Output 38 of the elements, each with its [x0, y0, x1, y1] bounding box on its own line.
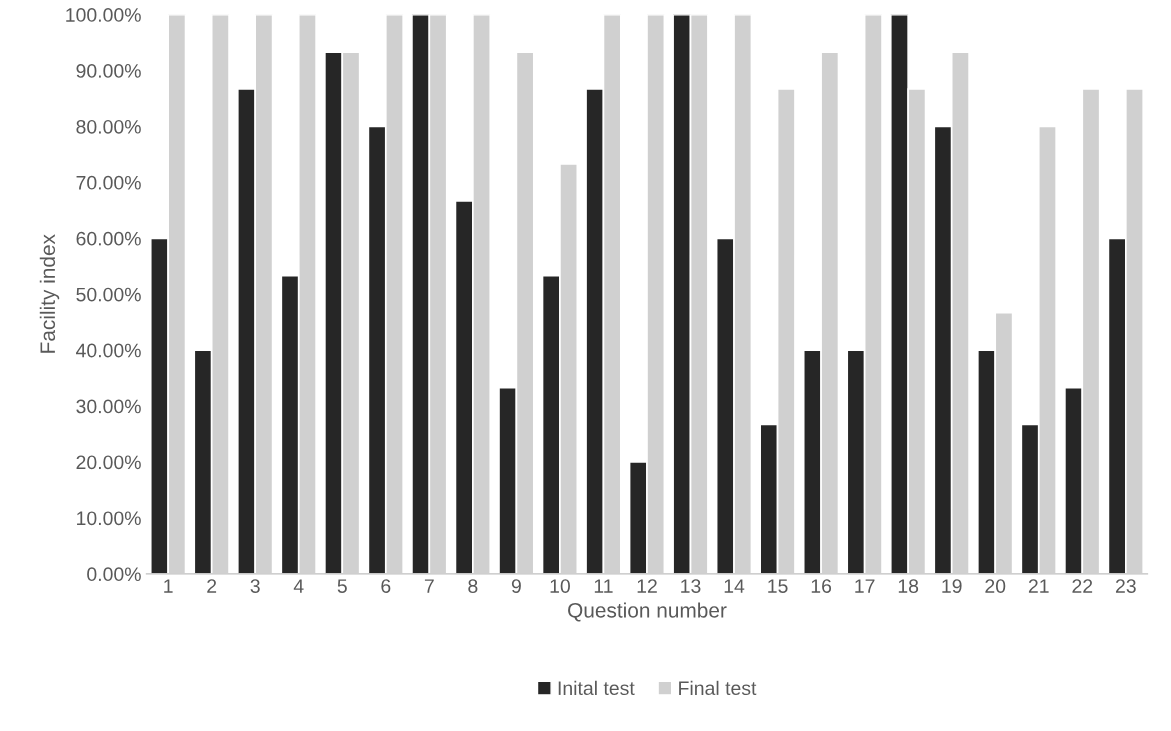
y-tick-label: 0.00%	[87, 567, 141, 582]
x-tick-label: 16	[811, 579, 832, 593]
y-tick-label: 20.00%	[76, 455, 141, 470]
x-tick-label: 17	[855, 579, 875, 593]
y-tick-label: 30.00%	[76, 399, 141, 414]
y-tick-label: 100.00%	[66, 8, 141, 22]
y-tick-label: 50.00%	[76, 287, 141, 302]
y-tick-label: 10.00%	[77, 511, 141, 526]
x-tick-label: 1	[164, 579, 173, 593]
x-tick-label: 12	[637, 579, 657, 593]
legend-label: Inital test	[558, 680, 635, 696]
x-tick-label: 14	[724, 579, 745, 593]
x-tick-label: 7	[424, 579, 434, 593]
y-tick-label: 80.00%	[76, 119, 141, 134]
x-tick-label: 19	[942, 579, 962, 593]
x-tick-label: 2	[207, 579, 217, 593]
x-tick-label: 18	[898, 579, 919, 593]
x-tick-label: 11	[594, 579, 613, 593]
x-tick-label: 8	[468, 579, 478, 593]
x-tick-label: 23	[1115, 579, 1136, 593]
x-tick-label: 5	[337, 579, 347, 593]
y-tick-label: 90.00%	[76, 64, 141, 78]
y-tick-label: 60.00%	[76, 231, 141, 246]
y-axis-title: Facility index	[39, 234, 60, 353]
x-tick-label: 21	[1028, 579, 1049, 593]
x-tick-label: 10	[550, 579, 570, 593]
x-tick-label: 22	[1072, 579, 1093, 593]
x-axis-title: Question number	[568, 602, 727, 622]
x-tick-label: 3	[250, 579, 260, 593]
x-tick-label: 9	[511, 579, 521, 593]
x-tick-label: 13	[681, 579, 701, 593]
x-tick-label: 6	[381, 579, 391, 593]
y-tick-label: 40.00%	[76, 343, 141, 358]
legend-label: Final test	[679, 680, 757, 696]
x-tick-label: 15	[768, 579, 788, 593]
y-tick-label: 70.00%	[76, 175, 141, 190]
x-tick-label: 20	[985, 579, 1006, 593]
x-tick-label: 4	[293, 579, 304, 593]
